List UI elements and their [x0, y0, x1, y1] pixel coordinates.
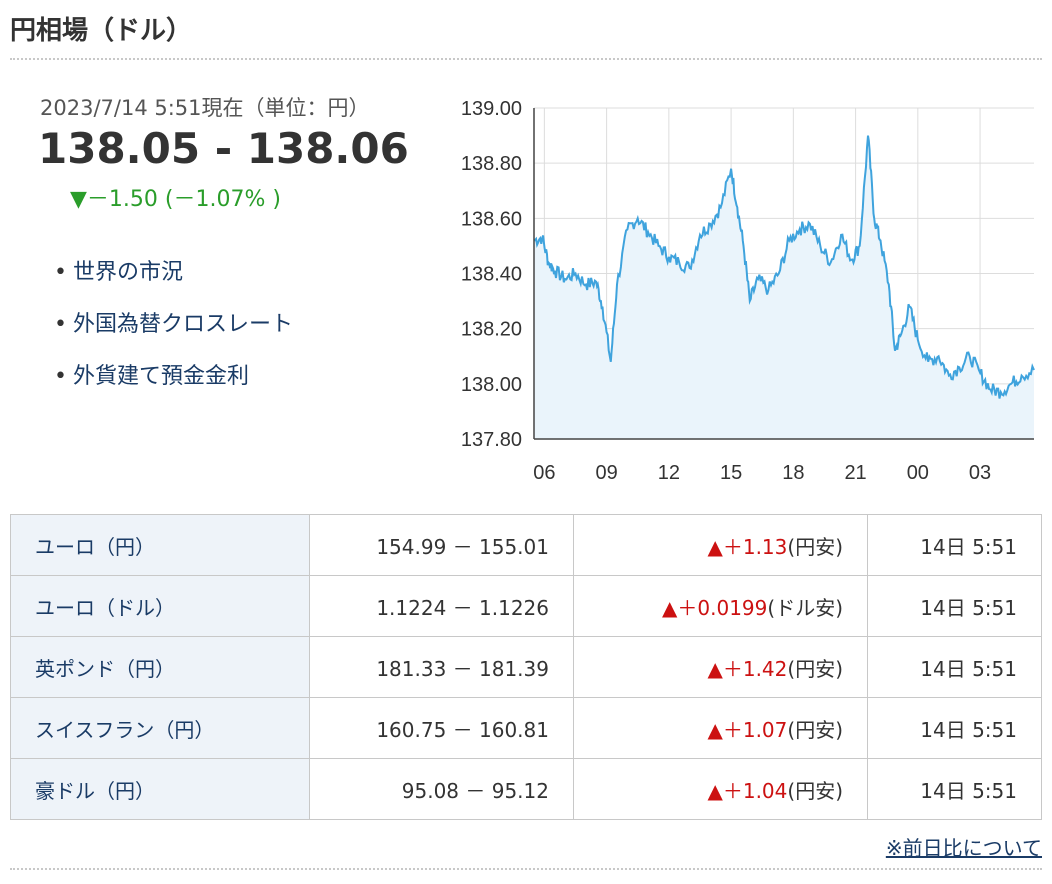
link-item: • 外国為替クロスレート — [54, 307, 293, 359]
usd-jpy-chart: 139.00 138.80 138.60 138.40 138.20 138.00 137.… — [461, 98, 1035, 484]
x-tick-label: 09 — [595, 462, 617, 484]
bid-ask: 181.33 － 181.39 — [309, 636, 574, 698]
related-links: • 世界の市況 • 外国為替クロスレート • 外貨建て預金金利 — [54, 255, 293, 411]
change-cell: ▲＋1.13(円安) — [573, 514, 868, 576]
x-tick-label: 21 — [844, 462, 866, 484]
change-direction: (円安) — [787, 534, 843, 559]
change-value: ▲＋1.13 — [707, 534, 788, 559]
change-value: ▲＋0.0199 — [662, 595, 768, 620]
title-divider — [10, 58, 1042, 60]
update-time: 14日 5:51 — [867, 575, 1042, 637]
change-cell: ▲＋1.04(円安) — [573, 758, 868, 820]
chart-area-fill — [534, 135, 1034, 439]
table-row: ユーロ（円） 154.99 － 155.01 ▲＋1.13(円安) 14日 5:… — [10, 514, 1042, 576]
currency-name[interactable]: ユーロ（ドル） — [10, 575, 310, 637]
update-time: 14日 5:51 — [867, 514, 1042, 576]
footnote-link[interactable]: ※前日比について — [885, 836, 1042, 860]
chart-axes — [533, 108, 1034, 440]
link-world-markets[interactable]: 世界の市況 — [72, 260, 183, 285]
change-value: ▲＋1.07 — [707, 717, 788, 742]
x-tick-label: 18 — [782, 462, 804, 484]
link-cross-rates[interactable]: 外国為替クロスレート — [72, 312, 293, 337]
bid-ask: 95.08 － 95.12 — [309, 758, 574, 820]
link-item: • 外貨建て預金金利 — [54, 359, 293, 411]
table-row: 英ポンド（円） 181.33 － 181.39 ▲＋1.42(円安) 14日 5… — [10, 636, 1042, 698]
bullet-icon: • — [54, 364, 67, 389]
table-row: 豪ドル（円） 95.08 － 95.12 ▲＋1.04(円安) 14日 5:51 — [10, 758, 1042, 820]
link-item: • 世界の市況 — [54, 255, 293, 307]
quote-timestamp: 2023/7/14 5:51現在（単位：円） — [40, 96, 370, 120]
update-time: 14日 5:51 — [867, 758, 1042, 820]
change-direction: (円安) — [787, 656, 843, 681]
footer-divider — [10, 868, 1042, 870]
change-direction: (円安) — [787, 778, 843, 803]
page-title: 円相場（ドル） — [10, 16, 193, 46]
change-direction: (ドル安) — [767, 595, 843, 620]
update-time: 14日 5:51 — [867, 636, 1042, 698]
bullet-icon: • — [54, 260, 67, 285]
x-tick-label: 15 — [720, 462, 742, 484]
currency-name[interactable]: ユーロ（円） — [10, 514, 310, 576]
bid-ask: 154.99 － 155.01 — [309, 514, 574, 576]
change-value: ▲＋1.04 — [707, 778, 788, 803]
chart-x-ticks: 06 09 12 15 18 21 00 03 — [533, 462, 991, 484]
bid-ask: 160.75 － 160.81 — [309, 697, 574, 759]
chart-price-line — [533, 135, 1035, 399]
quote-change: ▼－1.50 (－1.07% ) — [70, 187, 281, 212]
y-tick-label: 138.00 — [461, 374, 522, 396]
x-tick-label: 03 — [969, 462, 991, 484]
quote-rate: 138.05 - 138.06 — [38, 124, 409, 173]
change-cell: ▲＋1.07(円安) — [573, 697, 868, 759]
currency-name[interactable]: 豪ドル（円） — [10, 758, 310, 820]
x-tick-label: 00 — [907, 462, 929, 484]
change-cell: ▲＋1.42(円安) — [573, 636, 868, 698]
bullet-icon: • — [54, 312, 67, 337]
y-tick-label: 139.00 — [461, 98, 522, 120]
y-tick-label: 138.80 — [461, 153, 522, 175]
link-deposit-rates[interactable]: 外貨建て預金金利 — [72, 364, 249, 389]
y-tick-label: 138.60 — [461, 208, 522, 230]
change-direction: (円安) — [787, 717, 843, 742]
currency-name[interactable]: 英ポンド（円） — [10, 636, 310, 698]
x-tick-label: 12 — [658, 462, 680, 484]
y-tick-label: 138.40 — [461, 264, 522, 286]
cross-rates-table: ユーロ（円） 154.99 － 155.01 ▲＋1.13(円安) 14日 5:… — [10, 514, 1042, 820]
table-row: スイスフラン（円） 160.75 － 160.81 ▲＋1.07(円安) 14日… — [10, 697, 1042, 759]
x-tick-label: 06 — [533, 462, 555, 484]
currency-name[interactable]: スイスフラン（円） — [10, 697, 310, 759]
update-time: 14日 5:51 — [867, 697, 1042, 759]
table-row: ユーロ（ドル） 1.1224 － 1.1226 ▲＋0.0199(ドル安) 14… — [10, 575, 1042, 637]
y-tick-label: 138.20 — [461, 319, 522, 341]
chart-y-ticks: 139.00 138.80 138.60 138.40 138.20 138.00 137.… — [461, 98, 522, 451]
y-tick-label: 137.80 — [461, 429, 522, 451]
change-cell: ▲＋0.0199(ドル安) — [573, 575, 868, 637]
change-value: ▲＋1.42 — [707, 656, 788, 681]
bid-ask: 1.1224 － 1.1226 — [309, 575, 574, 637]
